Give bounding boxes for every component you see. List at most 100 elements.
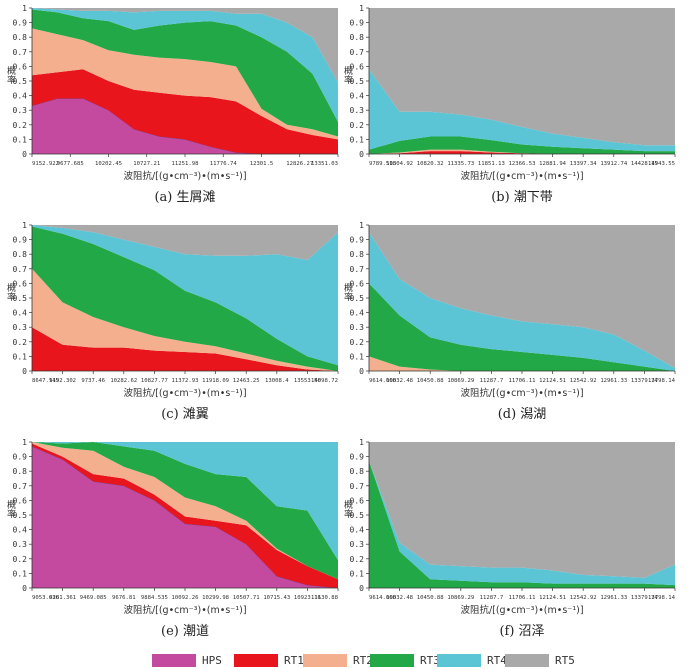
y-tick-label: 0.6	[350, 279, 365, 288]
legend-swatch-rt4	[437, 654, 481, 667]
y-tick-label: 0.2	[350, 338, 365, 347]
x-tick-label: 10450.88	[417, 378, 445, 384]
chart-1: 0 0.1 0.2 0.3 0.4 0.5 0.6 0.7 0.8 0.9 1 9152.922967…	[5, 4, 339, 205]
x-tick-label: 8647.145	[32, 378, 59, 384]
area-rt5	[369, 442, 675, 578]
area-rt3	[32, 226, 338, 371]
legend-label-rt1: RT1	[284, 654, 304, 667]
y-tick-label: 0.3	[350, 323, 365, 332]
y-tick-label: 0.3	[13, 106, 28, 115]
x-tick-label: 11287.7	[480, 378, 504, 384]
area-rt4	[369, 69, 675, 152]
area-rt2	[32, 442, 338, 580]
x-tick-label: 11706.11	[509, 378, 536, 384]
x-axis-label: 波阻抗/[(g•cm⁻³)•(m•s⁻¹)]	[123, 170, 246, 182]
x-tick-label: 12124.51	[539, 595, 566, 601]
y-tick-label: 0.9	[350, 19, 365, 28]
y-tick-label: 0.8	[350, 250, 365, 259]
x-tick-label: 12301.5	[250, 161, 274, 167]
legend-swatch-rt3	[370, 654, 414, 667]
area-rt5	[32, 8, 338, 83]
area-rt4	[32, 225, 338, 366]
y-tick-label: 0.5	[350, 511, 365, 520]
x-tick-label: 10092.26	[172, 595, 199, 601]
y-tick-label: 0.2	[13, 555, 28, 564]
area-rt3	[369, 136, 675, 154]
x-tick-label: 9152.922	[32, 161, 59, 167]
x-tick-label: 12542.92	[570, 595, 597, 601]
area-rt3	[32, 442, 338, 580]
y-tick-label: 0.5	[350, 77, 365, 86]
x-tick-label: 9614.068	[369, 378, 397, 384]
x-tick-label: 10304.92	[386, 161, 413, 167]
y-tick-label: 0.9	[13, 19, 28, 28]
chart-6: 0 0.1 0.2 0.3 0.4 0.5 0.6 0.7 0.8 0.9 1 9614.068100…	[342, 438, 676, 639]
y-tick-label: 0.4	[13, 309, 28, 318]
area-rt1	[32, 69, 338, 154]
chart-caption: (f) 沼泽	[499, 624, 544, 639]
y-tick-label: 0	[22, 367, 27, 376]
y-tick-label: 0.9	[13, 453, 28, 462]
x-tick-label: 10507.71	[233, 595, 260, 601]
y-tick-label: 0.4	[350, 309, 365, 318]
area-rt3	[32, 9, 338, 137]
x-tick-label: 13351.03	[311, 161, 338, 167]
y-tick-label: 0.2	[13, 338, 28, 347]
x-tick-label: 11287.7	[480, 595, 504, 601]
chart-caption: (e) 潮道	[161, 624, 209, 639]
x-axis-label: 波阻抗/[(g•cm⁻³)•(m•s⁻¹)]	[460, 604, 583, 616]
x-tick-label: 12881.94	[539, 161, 567, 167]
y-axis-label: 概率	[5, 282, 16, 302]
y-tick-label: 1	[22, 4, 27, 13]
area-hps	[32, 98, 338, 154]
area-rt2	[369, 356, 675, 371]
x-tick-label: 13553.56	[294, 378, 321, 384]
area-rt5	[369, 225, 675, 369]
y-tick-label: 0	[359, 367, 364, 376]
x-tick-label: 10715.43	[263, 595, 290, 601]
y-tick-label: 0.6	[350, 496, 365, 505]
chart-caption: (a) 生屑滩	[154, 190, 215, 205]
area-rt3	[369, 283, 675, 371]
y-tick-label: 0.9	[350, 453, 365, 462]
y-tick-label: 0.8	[13, 33, 28, 42]
y-tick-label: 0.1	[13, 569, 28, 578]
x-tick-label: 10032.48	[386, 378, 414, 384]
y-axis-label: 概率	[5, 499, 16, 519]
y-tick-label: 0	[359, 584, 364, 593]
y-tick-label: 0.5	[13, 77, 28, 86]
x-tick-label: 9737.46	[81, 378, 105, 384]
y-tick-label: 0.1	[13, 352, 28, 361]
y-tick-label: 0.7	[13, 482, 28, 491]
x-tick-label: 9789.518	[369, 161, 397, 167]
x-tick-label: 9677.685	[57, 161, 84, 167]
x-tick-label: 9192.302	[49, 378, 76, 384]
area-rt5	[32, 225, 338, 260]
y-tick-label: 0.2	[13, 121, 28, 130]
x-tick-label: 12961.33	[600, 595, 627, 601]
x-tick-label: 9884.535	[141, 595, 168, 601]
y-tick-label: 0.9	[13, 236, 28, 245]
y-tick-label: 0.3	[13, 540, 28, 549]
x-tick-label: 14098.72	[311, 378, 338, 384]
x-tick-label: 13798.14	[648, 378, 676, 384]
y-tick-label: 0.4	[13, 526, 28, 535]
x-tick-label: 10923.16	[294, 595, 321, 601]
x-tick-label: 11918.09	[202, 378, 229, 384]
x-tick-label: 10869.29	[447, 595, 474, 601]
x-tick-label: 10299.98	[202, 595, 230, 601]
chart-4: 0 0.1 0.2 0.3 0.4 0.5 0.6 0.7 0.8 0.9 1 9614.068100…	[342, 221, 676, 422]
y-tick-label: 0.6	[13, 62, 28, 71]
y-tick-label: 0.1	[350, 352, 365, 361]
x-tick-label: 9676.81	[112, 595, 136, 601]
legend-swatch-rt2	[303, 654, 347, 667]
x-axis-label: 波阻抗/[(g•cm⁻³)•(m•s⁻¹)]	[123, 604, 246, 616]
y-tick-label: 0.9	[350, 236, 365, 245]
y-tick-label: 0.1	[350, 135, 365, 144]
x-tick-label: 9614.068	[369, 595, 397, 601]
legend-label-hps: HPS	[202, 654, 222, 667]
area-rt4	[32, 8, 338, 122]
y-tick-label: 0.1	[13, 135, 28, 144]
chart-2: 0 0.1 0.2 0.3 0.4 0.5 0.6 0.7 0.8 0.9 1 9789.518103…	[342, 4, 676, 205]
